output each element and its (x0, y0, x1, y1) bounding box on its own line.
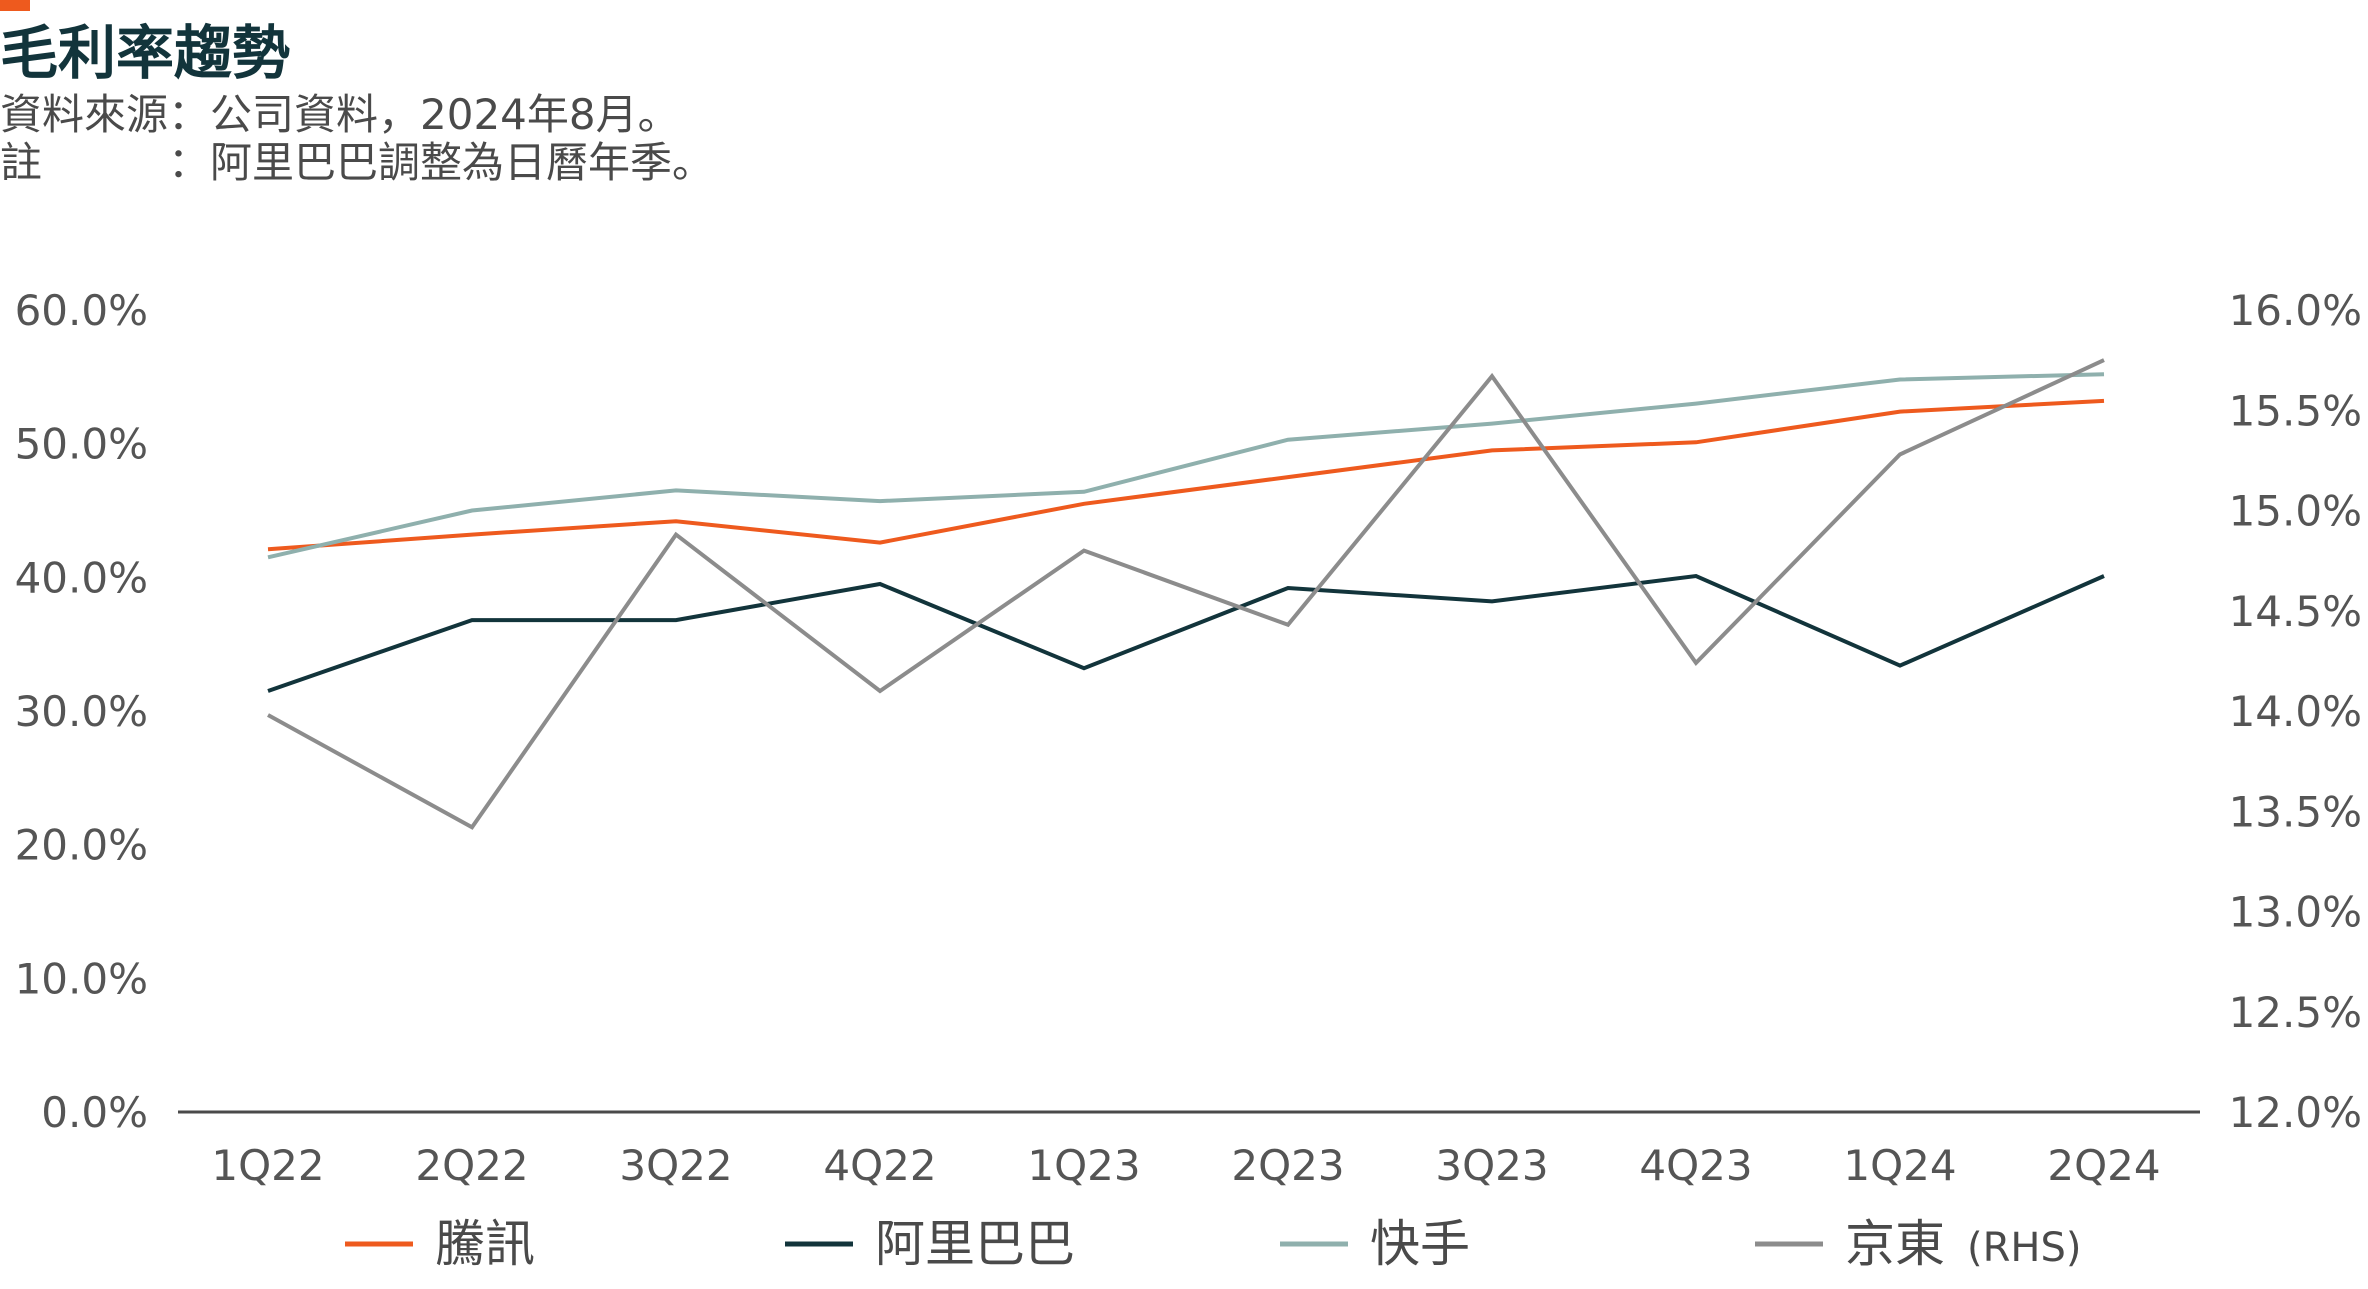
source-note: 資料來源：公司資料，2024年8月。 (0, 90, 680, 139)
series-lines (267, 358, 2105, 830)
series-line-騰訊 (267, 398, 2105, 552)
x-tick-label: 4Q22 (823, 1141, 936, 1190)
left-tick-label: 30.0% (15, 687, 148, 736)
x-tick-label: 3Q23 (1435, 1141, 1548, 1190)
left-tick-label: 20.0% (15, 821, 148, 870)
right-tick-label: 14.0% (2229, 687, 2362, 736)
right-tick-label: 12.5% (2229, 988, 2362, 1037)
series-line-阿里巴巴 (267, 573, 2105, 693)
accent-bar (0, 0, 30, 11)
legend-item: 京東 (RHS) (1755, 1215, 2081, 1273)
legend-suffix: (RHS) (1967, 1225, 2081, 1271)
x-tick-label: 2Q22 (415, 1141, 528, 1190)
left-tick-label: 0.0% (41, 1088, 148, 1137)
x-tick-label: 4Q23 (1639, 1141, 1752, 1190)
chart-title: 毛利率趨勢 (0, 19, 291, 87)
legend-label: 阿里巴巴 (875, 1215, 1075, 1273)
left-axis-ticks: 0.0% 10.0% 20.0% 30.0% 40.0% 50.0% 60.0% (15, 286, 148, 1137)
left-tick-label: 50.0% (15, 420, 148, 469)
right-tick-label: 12.0% (2229, 1088, 2362, 1137)
right-tick-label: 14.5% (2229, 587, 2362, 636)
legend: 騰訊 阿里巴巴 快手 京東 (RHS) (345, 1215, 2081, 1273)
left-tick-label: 40.0% (15, 553, 148, 602)
legend-label: 京東 (1845, 1215, 1945, 1273)
x-axis-ticks: 1Q22 2Q22 3Q22 4Q22 1Q23 2Q23 3Q23 4Q23 1Q24 2Q24 (211, 1141, 2160, 1190)
legend-item: 快手 (1280, 1215, 1470, 1273)
x-tick-label: 2Q24 (2047, 1141, 2160, 1190)
right-tick-label: 15.5% (2229, 386, 2362, 435)
left-tick-label: 60.0% (15, 286, 148, 335)
footnote: 註 ：阿里巴巴調整為日曆年季。 (0, 138, 715, 187)
series-line-京東 (267, 358, 2105, 830)
legend-item: 騰訊 (345, 1215, 535, 1273)
x-tick-label: 1Q22 (211, 1141, 324, 1190)
right-tick-label: 13.5% (2229, 787, 2362, 836)
right-tick-label: 13.0% (2229, 888, 2362, 937)
x-tick-label: 2Q23 (1231, 1141, 1344, 1190)
x-tick-label: 1Q24 (1843, 1141, 1956, 1190)
right-axis-ticks: 12.0% 12.5% 13.0% 13.5% 14.0% 14.5% 15.0% 15.5%… (2229, 286, 2362, 1137)
left-tick-label: 10.0% (15, 954, 148, 1003)
legend-label: 騰訊 (435, 1215, 535, 1273)
right-tick-label: 16.0% (2229, 286, 2362, 335)
x-tick-label: 1Q23 (1027, 1141, 1140, 1190)
legend-label: 快手 (1370, 1215, 1470, 1273)
x-tick-label: 3Q22 (619, 1141, 732, 1190)
legend-item: 阿里巴巴 (785, 1215, 1075, 1273)
right-tick-label: 15.0% (2229, 487, 2362, 536)
series-line-快手 (267, 372, 2105, 560)
